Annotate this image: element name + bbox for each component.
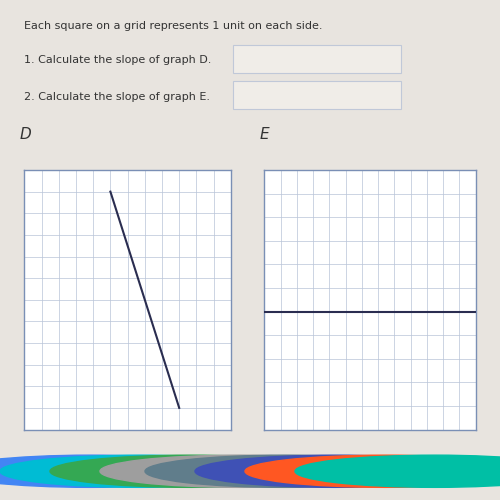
Circle shape [195, 455, 475, 488]
Circle shape [145, 455, 425, 488]
Circle shape [100, 455, 380, 488]
Circle shape [245, 455, 500, 488]
Circle shape [0, 455, 280, 488]
Text: E: E [260, 127, 269, 142]
FancyBboxPatch shape [233, 82, 401, 110]
Text: Each square on a grid represents 1 unit on each side.: Each square on a grid represents 1 unit … [24, 21, 323, 31]
FancyBboxPatch shape [233, 44, 401, 72]
Circle shape [0, 455, 230, 488]
Text: D: D [20, 127, 32, 142]
Text: 2. Calculate the slope of graph E.: 2. Calculate the slope of graph E. [24, 92, 210, 102]
Circle shape [50, 455, 330, 488]
Text: 1. Calculate the slope of graph D.: 1. Calculate the slope of graph D. [24, 56, 212, 66]
Circle shape [295, 455, 500, 488]
